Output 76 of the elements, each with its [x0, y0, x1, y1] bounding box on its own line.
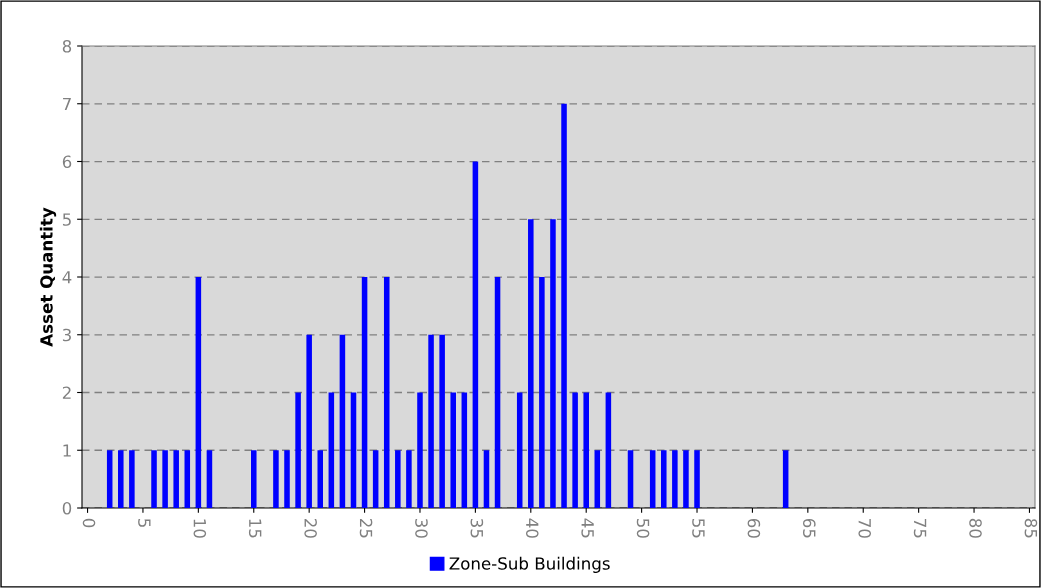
y-tick-label: 6: [62, 155, 72, 169]
x-tick-label: 30: [415, 518, 428, 538]
x-tick-label: 45: [581, 518, 594, 538]
x-tick-label: 50: [636, 519, 650, 538]
bar: [162, 450, 168, 508]
bar: [184, 450, 191, 508]
x-tick-label: 55: [692, 519, 705, 538]
bar: [472, 161, 479, 508]
x-tick-label: 60: [747, 518, 761, 538]
bar: [206, 450, 213, 508]
x-tick-label: 10: [193, 519, 207, 538]
legend-label: Zone-Sub Buildings: [449, 556, 610, 573]
bar: [395, 450, 401, 508]
y-tick-label: 3: [62, 328, 71, 342]
x-tick-label: 25: [359, 518, 373, 538]
bar: [306, 334, 312, 508]
y-tick-label: 7: [63, 97, 71, 111]
bar: [439, 334, 445, 508]
bar: [428, 334, 434, 508]
x-tick-label: 85: [1024, 518, 1038, 538]
bar: [406, 450, 412, 508]
bar: [461, 392, 468, 508]
bar: [361, 277, 368, 508]
y-tick-label: 1: [63, 444, 71, 457]
bar: [683, 450, 689, 508]
bar: [550, 219, 556, 508]
bar: [284, 450, 290, 508]
bar: [782, 450, 789, 508]
y-tick-label: 8: [62, 39, 72, 53]
x-tick-label: 15: [248, 519, 262, 538]
bar: [605, 392, 612, 508]
x-tick-label: 35: [470, 518, 484, 538]
bar: [129, 450, 135, 508]
bar: [151, 450, 157, 508]
x-tick-label: 65: [803, 518, 816, 538]
bar: [317, 450, 324, 508]
bar: [383, 277, 390, 508]
bar: [661, 450, 667, 508]
bar: [649, 450, 656, 508]
bar: [539, 277, 545, 508]
bar: [328, 392, 335, 508]
y-tick-label: 4: [62, 271, 72, 284]
bar: [295, 392, 301, 508]
bar: [528, 219, 534, 508]
bar: [339, 334, 346, 508]
bar: [594, 450, 601, 508]
bar: [106, 450, 113, 508]
bar: [627, 450, 634, 508]
x-tick-label: 40: [525, 518, 539, 538]
bar: [483, 450, 490, 508]
bar: [450, 392, 456, 508]
x-tick-label: 5: [138, 519, 151, 527]
x-tick-label: 70: [858, 519, 872, 538]
bar: [583, 392, 589, 508]
bar: [516, 392, 523, 508]
x-tick-label: 20: [304, 518, 317, 538]
bar: [173, 450, 179, 508]
bar: [672, 450, 678, 508]
y-tick-label: 0: [62, 501, 72, 515]
bar: [694, 450, 700, 508]
y-tick-label: 5: [62, 213, 71, 226]
y-tick-label: 2: [62, 386, 71, 399]
y-axis-title: Asset Quantity: [39, 207, 57, 347]
x-tick-label: 0: [82, 518, 96, 528]
bar: [561, 103, 567, 508]
bar: [250, 450, 257, 508]
bar: [350, 392, 357, 508]
bar: [273, 450, 279, 508]
bar: [372, 450, 379, 508]
bar: [417, 392, 423, 508]
bar: [195, 277, 202, 508]
x-tick-label: 80: [969, 518, 982, 538]
bar: [494, 277, 501, 508]
bar: [572, 392, 578, 508]
bar: [118, 450, 124, 508]
x-tick-label: 75: [913, 519, 927, 538]
